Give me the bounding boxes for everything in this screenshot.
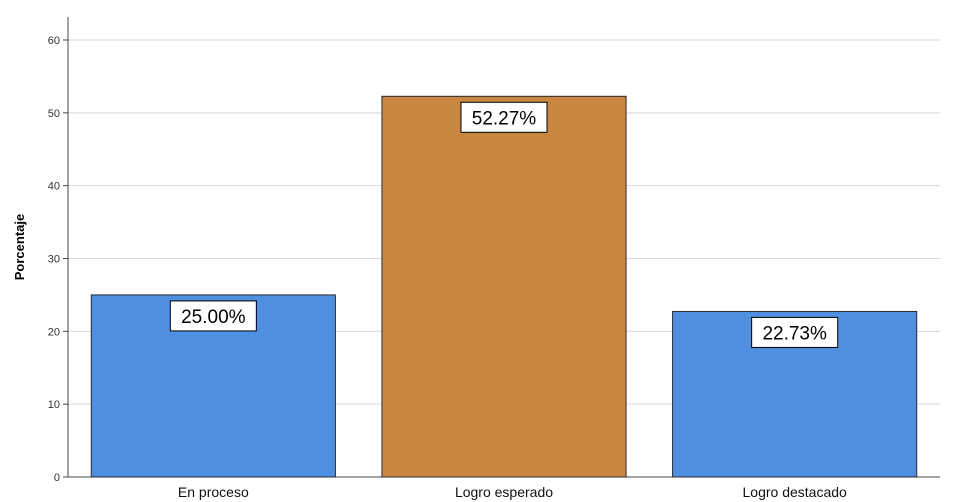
- y-axis-ticks: 0 10 20 30 40 50 60: [48, 35, 68, 484]
- data-label: 22.73%: [762, 323, 827, 344]
- y-tick-label: 40: [48, 181, 60, 193]
- y-tick-label: 0: [54, 472, 60, 484]
- bars: [90, 95, 918, 478]
- data-labels: 25.00% 52.27% 22.73%: [169, 101, 839, 348]
- data-label-box: [169, 300, 257, 332]
- x-axis-ticks: En proceso Logro esperado Logro destacado: [178, 484, 847, 500]
- x-tick-label: Logro esperado: [455, 484, 553, 500]
- y-tick-label: 30: [48, 254, 60, 266]
- y-tick-label: 60: [48, 35, 60, 47]
- y-axis-label: Porcentaje: [12, 214, 27, 280]
- y-tick-label: 20: [48, 326, 60, 338]
- y-tick-label: 50: [48, 108, 60, 120]
- data-label: 25.00%: [181, 307, 246, 328]
- data-label-box: [460, 101, 548, 133]
- x-tick-label: En proceso: [178, 484, 249, 500]
- y-tick-label: 10: [48, 399, 60, 411]
- x-tick-label: Logro destacado: [743, 484, 848, 500]
- bar-2: [381, 95, 627, 478]
- data-label-box: [751, 316, 839, 348]
- data-label: 52.27%: [472, 108, 537, 129]
